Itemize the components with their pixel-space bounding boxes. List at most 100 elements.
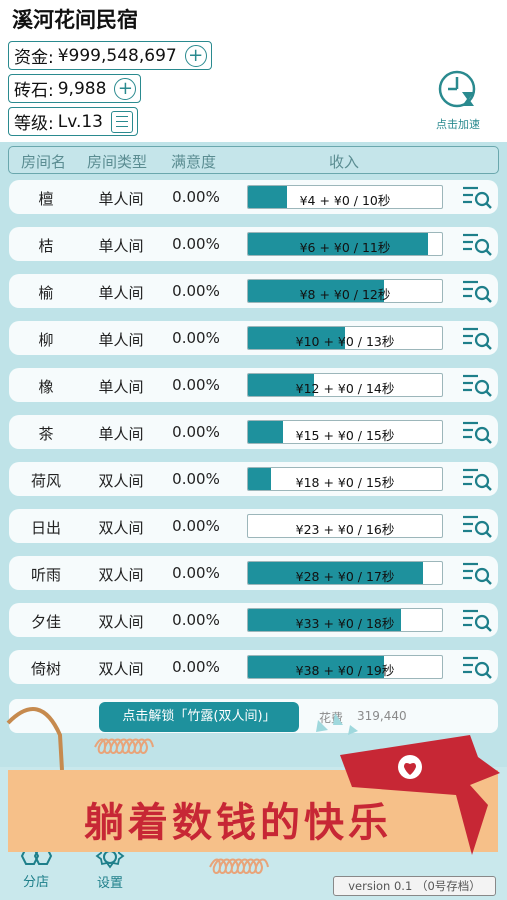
table-row: 橡 单人间 0.00% ¥12 + ¥0 / 14秒 bbox=[9, 368, 498, 402]
room-detail-icon[interactable] bbox=[462, 655, 492, 679]
table-row: 茶 单人间 0.00% ¥15 + ¥0 / 15秒 bbox=[9, 415, 498, 449]
room-satisfaction: 0.00% bbox=[172, 611, 220, 629]
income-progress-fill bbox=[248, 280, 384, 302]
table-header: 房间名 房间类型 满意度 收入 bbox=[8, 146, 499, 174]
table-row: 檀 单人间 0.00% ¥4 + ¥0 / 10秒 bbox=[9, 180, 498, 214]
table-row: 倚树 双人间 0.00% ¥38 + ¥0 / 19秒 bbox=[9, 650, 498, 684]
add-funds-button[interactable]: + bbox=[184, 44, 207, 67]
unlock-room-button[interactable]: 点击解锁「竹露(双人间)」 bbox=[99, 702, 299, 732]
tab-settings[interactable]: 设置 bbox=[90, 842, 130, 891]
room-type: 单人间 bbox=[98, 237, 144, 255]
income-progress-bar: ¥18 + ¥0 / 15秒 bbox=[247, 467, 443, 491]
room-name: 橡 bbox=[38, 378, 54, 396]
room-name: 日出 bbox=[30, 519, 61, 537]
table-row: 听雨 双人间 0.00% ¥28 + ¥0 / 17秒 bbox=[9, 556, 498, 590]
room-satisfaction: 0.00% bbox=[172, 470, 220, 488]
room-detail-icon[interactable] bbox=[462, 232, 492, 256]
room-satisfaction: 0.00% bbox=[172, 517, 220, 535]
hexagon-shop-icon bbox=[20, 847, 53, 865]
room-satisfaction: 0.00% bbox=[172, 564, 220, 582]
table-row: 日出 双人间 0.00% ¥23 + ¥0 / 16秒 bbox=[9, 509, 498, 543]
add-bricks-button[interactable]: + bbox=[114, 77, 137, 100]
room-type: 双人间 bbox=[98, 519, 144, 537]
income-text: ¥33 + ¥0 / 18秒 bbox=[295, 616, 395, 631]
room-name: 榆 bbox=[38, 284, 54, 302]
room-type: 双人间 bbox=[98, 660, 144, 678]
room-satisfaction: 0.00% bbox=[172, 188, 220, 206]
income-progress-fill bbox=[248, 186, 287, 208]
tab-settings-label: 设置 bbox=[96, 876, 123, 891]
room-name: 檀 bbox=[38, 190, 54, 208]
version-label: version 0.1 （0号存档） bbox=[333, 876, 496, 896]
income-text: ¥38 + ¥0 / 19秒 bbox=[295, 663, 395, 678]
header-income: 收入 bbox=[329, 153, 360, 171]
income-progress-fill bbox=[248, 327, 345, 349]
room-name: 听雨 bbox=[30, 566, 61, 584]
table-row: 柳 单人间 0.00% ¥10 + ¥0 / 13秒 bbox=[9, 321, 498, 355]
room-detail-icon[interactable] bbox=[462, 185, 492, 209]
unlock-cost-label: 花费 bbox=[319, 711, 344, 725]
income-progress-fill bbox=[248, 656, 384, 678]
income-text: ¥4 + ¥0 / 10秒 bbox=[299, 193, 391, 208]
speed-up-label: 点击加速 bbox=[436, 118, 480, 131]
room-type: 双人间 bbox=[98, 613, 144, 631]
income-progress-bar: ¥4 + ¥0 / 10秒 bbox=[247, 185, 443, 209]
table-row: 榆 单人间 0.00% ¥8 + ¥0 / 12秒 bbox=[9, 274, 498, 308]
room-detail-icon[interactable] bbox=[462, 514, 492, 538]
room-type: 单人间 bbox=[98, 425, 144, 443]
room-name: 夕佳 bbox=[30, 613, 61, 631]
room-satisfaction: 0.00% bbox=[172, 282, 220, 300]
room-detail-icon[interactable] bbox=[462, 608, 492, 632]
header-room-type: 房间类型 bbox=[87, 153, 148, 171]
income-text: ¥12 + ¥0 / 14秒 bbox=[295, 381, 395, 396]
income-text: ¥8 + ¥0 / 12秒 bbox=[299, 287, 391, 302]
income-text: ¥23 + ¥0 / 16秒 bbox=[295, 522, 395, 537]
room-type: 双人间 bbox=[98, 566, 144, 584]
room-type: 双人间 bbox=[98, 472, 144, 490]
header-satisfaction: 满意度 bbox=[171, 153, 217, 171]
income-progress-fill bbox=[248, 609, 402, 631]
bricks-value: 9,988 bbox=[57, 78, 107, 99]
funds-value: ¥999,548,697 bbox=[57, 45, 177, 66]
room-detail-icon[interactable] bbox=[462, 326, 492, 350]
income-progress-fill bbox=[248, 468, 272, 490]
room-type: 单人间 bbox=[98, 284, 144, 302]
funds-label: 资金: bbox=[14, 48, 54, 68]
income-progress-bar: ¥28 + ¥0 / 17秒 bbox=[247, 561, 443, 585]
level-label: 等级: bbox=[14, 114, 54, 134]
clock-hourglass-icon bbox=[438, 70, 476, 108]
app-title: 溪河花间民宿 bbox=[12, 8, 138, 32]
header-room-name: 房间名 bbox=[21, 153, 67, 171]
room-detail-icon[interactable] bbox=[462, 420, 492, 444]
room-detail-icon[interactable] bbox=[462, 373, 492, 397]
income-text: ¥18 + ¥0 / 15秒 bbox=[295, 475, 395, 490]
room-panel: 房间名 房间类型 满意度 收入 檀单人间 0.00% ¥4 + ¥0 / 10秒桔单… bbox=[0, 142, 507, 767]
income-progress-fill bbox=[248, 562, 423, 584]
room-detail-icon[interactable] bbox=[462, 467, 492, 491]
unlock-row: 点击解锁「竹露(双人间)」 花费 319,440 bbox=[9, 699, 498, 733]
header: 溪河花间民宿 资金: ¥999,548,697 + 砖石: 9,988 + 等级… bbox=[0, 0, 507, 146]
room-satisfaction: 0.00% bbox=[172, 658, 220, 676]
income-text: ¥28 + ¥0 / 17秒 bbox=[295, 569, 395, 584]
bricks-label: 砖石: bbox=[14, 81, 54, 101]
room-satisfaction: 0.00% bbox=[172, 376, 220, 394]
level-display: 等级: Lv.13 bbox=[8, 107, 138, 136]
room-name: 桔 bbox=[38, 237, 54, 255]
tab-branch[interactable]: 分店 bbox=[14, 845, 58, 890]
room-name: 荷风 bbox=[30, 472, 61, 490]
income-progress-bar: ¥12 + ¥0 / 14秒 bbox=[247, 373, 443, 397]
room-satisfaction: 0.00% bbox=[172, 235, 220, 253]
funds-display: 资金: ¥999,548,697 + bbox=[8, 41, 212, 70]
speed-up-button[interactable]: 点击加速 bbox=[430, 68, 486, 131]
income-progress-fill bbox=[248, 233, 429, 255]
banner-text: 躺着数钱的快乐 bbox=[84, 799, 392, 846]
room-detail-icon[interactable] bbox=[462, 561, 492, 585]
income-text: ¥10 + ¥0 / 13秒 bbox=[295, 334, 395, 349]
room-detail-icon[interactable] bbox=[462, 279, 492, 303]
level-list-button[interactable] bbox=[110, 110, 133, 133]
income-progress-bar: ¥8 + ¥0 / 12秒 bbox=[247, 279, 443, 303]
income-progress-fill bbox=[248, 374, 314, 396]
income-text: ¥6 + ¥0 / 11秒 bbox=[299, 240, 391, 255]
room-type: 单人间 bbox=[98, 190, 144, 208]
table-row: 荷风 双人间 0.00% ¥18 + ¥0 / 15秒 bbox=[9, 462, 498, 496]
